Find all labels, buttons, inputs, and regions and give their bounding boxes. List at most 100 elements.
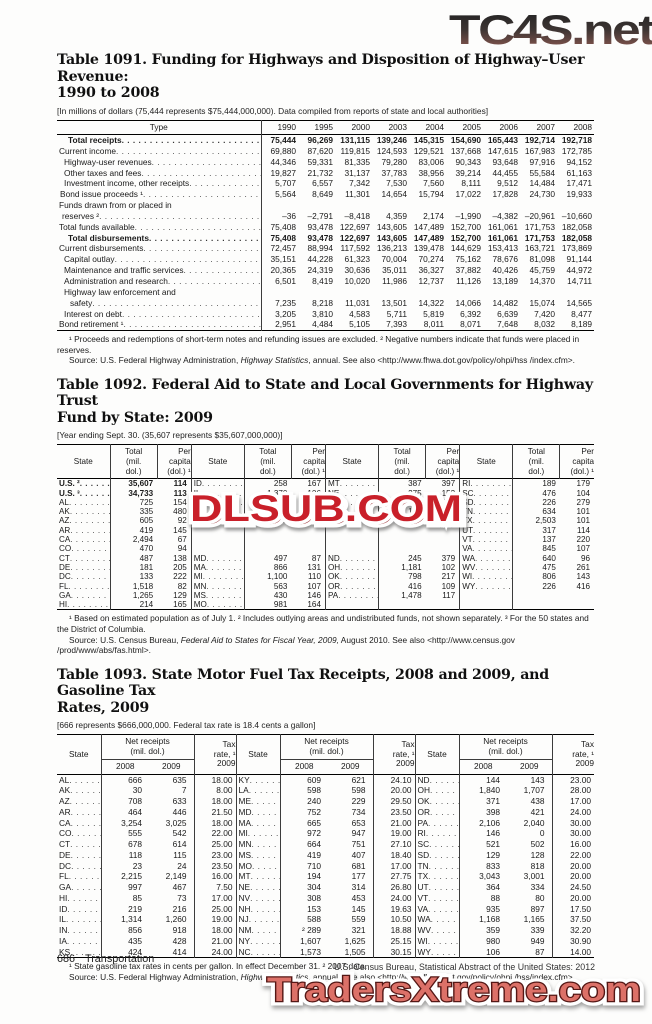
- cell-value: 70,274: [418, 254, 444, 265]
- cell-tax-rate: 27.75: [372, 871, 416, 883]
- row-label: NM: [236, 925, 281, 936]
- cell-2009: 3,001: [523, 871, 545, 882]
- leader-dots: [428, 904, 458, 915]
- row-label: VA: [459, 544, 514, 554]
- row-label-text: Maintenance and traffic services: [64, 265, 184, 276]
- table-row: Administration and research 6,501 8,419 10,…: [57, 275, 594, 287]
- cell-2008: 118: [128, 849, 142, 860]
- header-line: capita: [437, 457, 460, 467]
- cell-2009: 446: [172, 806, 187, 817]
- row-label: U.S. ³: [57, 488, 111, 498]
- row-label-line: Highway-user revenues: [57, 157, 260, 168]
- row-label-text: MI: [193, 572, 203, 582]
- row-label: KY: [236, 774, 281, 786]
- row-label-line: TX: [416, 871, 459, 882]
- cell-value: –20,961: [524, 210, 555, 221]
- leader-dots: [67, 936, 100, 947]
- cell-value: 154,690: [450, 135, 481, 145]
- cell-per-capita: 143: [576, 572, 590, 582]
- row-label: Current disbursements: [57, 243, 262, 255]
- cell-value: 2,951: [275, 319, 296, 330]
- row-label-line: [460, 591, 512, 600]
- row-label-line: ID: [192, 479, 244, 488]
- column-header-2008: 2008: [473, 760, 493, 771]
- cell-tax-rate: 7.50: [193, 882, 237, 893]
- cell-value: 137,668: [450, 145, 481, 156]
- row-label: MI: [236, 828, 281, 840]
- leader-dots: [71, 591, 109, 600]
- row-label-line: MT: [326, 479, 378, 488]
- cell-2009: 229: [351, 796, 366, 807]
- row-label-text: TN: [462, 507, 474, 517]
- header-line: dol.): [394, 466, 410, 476]
- cell-2009: 143: [530, 774, 545, 785]
- row-label: FL: [57, 581, 111, 591]
- column-header-net-receipts: Net receipts (mil. dol.): [280, 734, 373, 760]
- row-label-line: CO: [57, 828, 100, 839]
- row-label-text: AL: [59, 774, 70, 785]
- row-label-line: AZ: [57, 516, 109, 525]
- row-label-line: OR: [326, 582, 378, 591]
- row-label: Funds drawn from or placed in reserves ²: [57, 200, 262, 222]
- row-label: U.S. ²: [57, 478, 111, 489]
- row-label-text: Bond issue proceeds ¹: [60, 189, 144, 200]
- cell-2008: 146: [486, 828, 500, 839]
- cell-value: 6,392: [460, 308, 481, 319]
- row-label-text: NH: [238, 903, 251, 914]
- cell-value: 143,605: [376, 232, 407, 243]
- column-header-tax-rate: Tax rate, ¹ 2009: [372, 734, 416, 775]
- table-row: Capital outlay 35,151 44,228 61,323 70,004 70…: [57, 254, 594, 266]
- cell-total: 942: [273, 497, 288, 507]
- leader-dots: [252, 861, 279, 872]
- leader-dots: [71, 861, 100, 872]
- row-label-text: CA: [59, 535, 71, 545]
- row-label-line: VT: [460, 535, 512, 544]
- row-label-text: RI: [462, 479, 471, 489]
- cell-value: 163,721: [524, 243, 555, 254]
- cell-2009: 87: [535, 946, 545, 957]
- row-label-text: AZ: [59, 796, 70, 807]
- leader-dots: [70, 507, 109, 516]
- cell-tax-rate: 20.00: [551, 871, 594, 883]
- row-label: AR: [57, 525, 111, 536]
- leader-dots: [69, 498, 109, 507]
- watermark-traders: TradersXtreme.com TradersXtreme.com: [263, 967, 646, 1014]
- column-header-year: 2008: [573, 121, 592, 132]
- cell-2009: 428: [172, 935, 187, 946]
- row-label: Highway law enforcement and safety: [57, 286, 262, 309]
- row-label-line: Maintenance and traffic services: [57, 265, 260, 276]
- row-label-line: Capital outlay: [57, 254, 260, 265]
- cell-value: 40,426: [492, 265, 518, 276]
- row-label: CA: [57, 817, 102, 829]
- cell-value: –4,382: [492, 210, 518, 221]
- row-label: Administration and research: [57, 275, 262, 287]
- cell-value: 15,794: [418, 189, 444, 200]
- header-line: rate, ¹: [213, 748, 236, 759]
- row-label-text: NM: [238, 925, 252, 936]
- cell-value: 7,648: [497, 319, 518, 330]
- cell-value: 72,457: [270, 243, 296, 254]
- row-label-line: CT: [57, 839, 100, 850]
- row-label-line: Other taxes and fees: [57, 167, 260, 179]
- cell-tax-rate: 16.00: [551, 839, 594, 850]
- leader-dots: [475, 554, 512, 563]
- cell-2008: 304: [307, 882, 321, 893]
- header-line: 2009: [575, 758, 594, 769]
- cell-value: 153,413: [487, 243, 518, 254]
- column-header-2009: 2009: [519, 760, 539, 771]
- row-label-text: Other taxes and fees: [64, 167, 142, 178]
- row-label-text: IN: [193, 497, 202, 507]
- cell-2008: 708: [128, 796, 142, 807]
- row-label-text: reserves ²: [62, 210, 100, 221]
- leader-dots: [428, 818, 458, 829]
- watermark-traders-outline: TradersXtreme.com: [267, 971, 641, 1009]
- row-label-line: MN: [192, 582, 244, 591]
- watermark-tc4s-text: TC4S.net: [449, 6, 652, 53]
